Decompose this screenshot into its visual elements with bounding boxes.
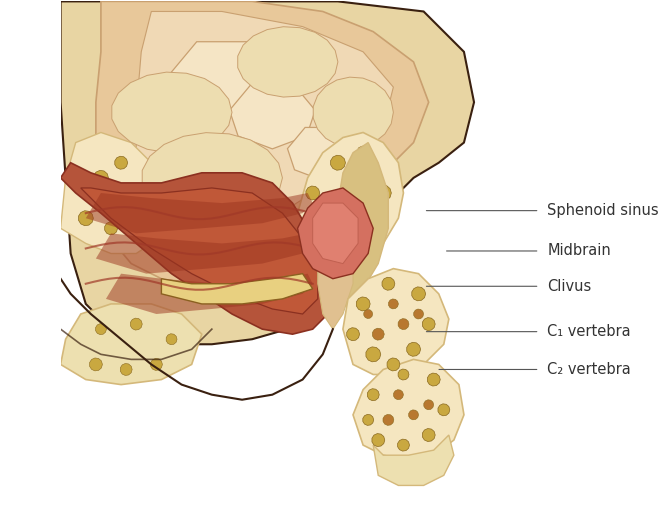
Polygon shape	[371, 216, 385, 230]
Polygon shape	[356, 297, 370, 311]
Polygon shape	[336, 246, 350, 261]
Polygon shape	[314, 255, 332, 273]
Polygon shape	[81, 188, 318, 314]
Polygon shape	[115, 156, 128, 169]
Polygon shape	[364, 309, 373, 318]
Polygon shape	[162, 274, 312, 304]
Polygon shape	[95, 323, 107, 335]
Polygon shape	[372, 433, 385, 447]
Polygon shape	[438, 404, 450, 416]
Polygon shape	[171, 42, 272, 117]
Polygon shape	[373, 328, 384, 340]
Polygon shape	[422, 428, 435, 442]
Polygon shape	[323, 142, 389, 314]
Polygon shape	[293, 132, 403, 294]
Polygon shape	[424, 400, 434, 410]
Polygon shape	[373, 435, 454, 485]
Polygon shape	[347, 328, 359, 341]
Polygon shape	[230, 85, 315, 149]
Polygon shape	[105, 222, 118, 235]
Polygon shape	[366, 347, 381, 362]
Polygon shape	[363, 414, 373, 425]
Polygon shape	[375, 185, 391, 201]
Polygon shape	[398, 369, 409, 380]
Polygon shape	[106, 274, 312, 314]
Polygon shape	[318, 213, 353, 329]
Text: Midbrain: Midbrain	[547, 243, 611, 259]
Polygon shape	[330, 155, 346, 170]
Polygon shape	[96, 233, 312, 274]
Polygon shape	[61, 163, 333, 334]
Polygon shape	[142, 133, 283, 223]
Polygon shape	[124, 206, 138, 220]
Polygon shape	[96, 2, 429, 284]
Polygon shape	[389, 299, 399, 309]
Polygon shape	[79, 211, 93, 226]
Polygon shape	[357, 146, 369, 159]
Polygon shape	[238, 27, 338, 97]
Polygon shape	[166, 334, 177, 345]
Polygon shape	[353, 359, 464, 460]
Text: Sphenoid sinus: Sphenoid sinus	[547, 203, 659, 218]
Polygon shape	[120, 364, 132, 376]
Polygon shape	[130, 318, 142, 330]
Polygon shape	[93, 170, 109, 186]
Polygon shape	[312, 203, 358, 264]
Polygon shape	[412, 287, 426, 301]
Polygon shape	[414, 309, 424, 319]
Polygon shape	[394, 390, 403, 400]
Polygon shape	[355, 235, 371, 251]
Polygon shape	[150, 358, 162, 371]
Polygon shape	[306, 186, 320, 200]
Polygon shape	[86, 193, 312, 233]
Polygon shape	[406, 342, 420, 356]
Polygon shape	[428, 373, 440, 386]
Polygon shape	[387, 358, 400, 371]
Polygon shape	[61, 132, 162, 254]
Text: C₂ vertebra: C₂ vertebra	[547, 362, 631, 377]
Text: C₁ vertebra: C₁ vertebra	[547, 324, 631, 339]
Polygon shape	[313, 77, 393, 148]
Polygon shape	[398, 439, 410, 451]
Polygon shape	[367, 389, 379, 401]
Polygon shape	[89, 358, 103, 371]
Polygon shape	[343, 269, 449, 375]
Polygon shape	[61, 2, 474, 344]
Polygon shape	[61, 304, 202, 385]
Polygon shape	[287, 127, 358, 180]
Polygon shape	[408, 410, 418, 420]
Polygon shape	[112, 72, 232, 153]
Polygon shape	[383, 414, 394, 425]
Polygon shape	[382, 277, 395, 290]
Polygon shape	[297, 188, 373, 279]
Polygon shape	[398, 318, 409, 330]
Polygon shape	[422, 317, 435, 331]
Polygon shape	[136, 12, 393, 243]
Text: Clivus: Clivus	[547, 279, 591, 294]
